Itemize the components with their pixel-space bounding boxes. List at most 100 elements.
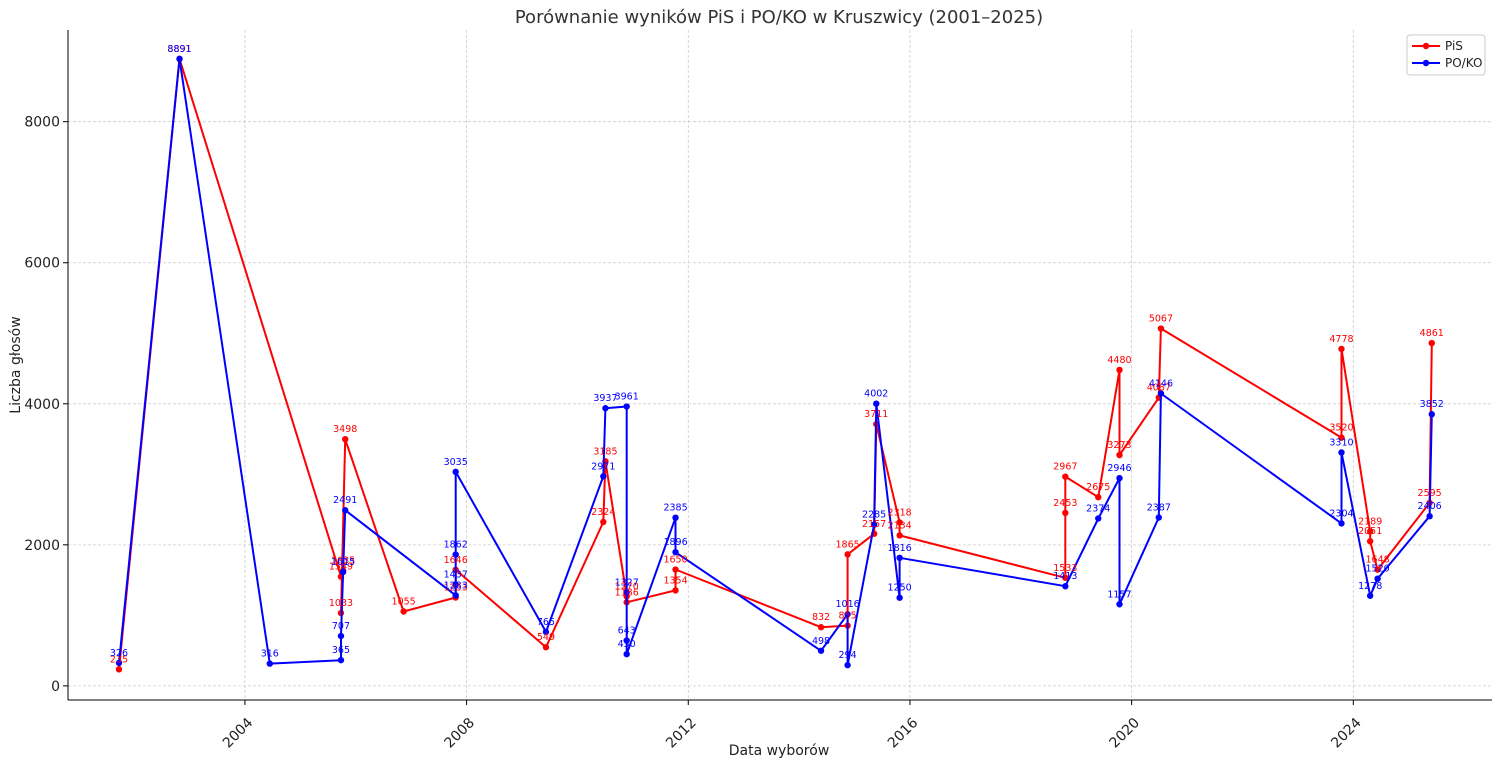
data-point-pis — [1366, 528, 1374, 535]
data-label-po-ko: 3852 — [1420, 399, 1444, 410]
data-point-po-ko — [1157, 390, 1165, 397]
data-point-po-ko — [602, 405, 609, 412]
data-point-po-ko — [1155, 514, 1162, 521]
data-point-po-ko — [1095, 515, 1102, 522]
data-point-pis — [115, 666, 123, 673]
data-point-po-ko — [337, 656, 345, 664]
data-label-po-ko: 498 — [812, 636, 830, 647]
data-label-po-ko: 2285 — [862, 510, 886, 521]
data-label-po-ko: 2406 — [1418, 501, 1442, 512]
data-point-po-ko — [896, 554, 903, 562]
data-label-pis: 2595 — [1418, 488, 1442, 499]
data-label-pis: 1635 — [331, 556, 355, 567]
data-point-po-ko — [452, 551, 459, 558]
legend-label-pis: PiS — [1445, 39, 1463, 53]
data-point-po-ko — [115, 659, 123, 667]
data-label-pis: 3185 — [593, 446, 617, 457]
data-label-po-ko: 1016 — [836, 599, 860, 610]
data-label-pis: 2453 — [1053, 498, 1077, 509]
data-label-pis: 2967 — [1053, 462, 1077, 473]
data-point-pis — [1062, 509, 1069, 517]
data-point-pis — [1116, 366, 1123, 374]
x-axis-title: Data wyborów — [729, 743, 830, 759]
data-point-pis — [1062, 574, 1069, 581]
data-label-po-ko: 8891 — [167, 44, 191, 55]
legend-marker-poko — [1422, 59, 1430, 67]
data-label-pis: 2189 — [1358, 517, 1382, 528]
data-point-pis — [1062, 473, 1069, 480]
data-label-pis: 1865 — [836, 539, 860, 550]
data-label-po-ko: 1283 — [444, 580, 468, 591]
data-point-pis — [542, 643, 550, 651]
data-label-po-ko: 3937 — [593, 393, 617, 404]
data-point-pis — [1338, 345, 1345, 353]
series-line-po-ko — [118, 57, 1433, 667]
data-point-po-ko — [266, 660, 274, 667]
data-label-pis: 832 — [812, 612, 830, 623]
data-label-pis: 5067 — [1149, 314, 1173, 325]
data-point-pis — [400, 608, 407, 615]
data-label-po-ko: 1157 — [1107, 589, 1131, 600]
data-label-po-ko: 2387 — [1147, 503, 1171, 514]
data-label-pis: 1253 — [444, 583, 468, 594]
data-label-po-ko: 643 — [618, 626, 636, 637]
data-point-pis — [896, 519, 903, 526]
data-label-po-ko: 2304 — [1329, 508, 1353, 519]
data-label-po-ko: 1278 — [1358, 581, 1382, 592]
data-label-pis: 1055 — [392, 596, 416, 607]
data-label-po-ko: 1437 — [444, 570, 468, 581]
data-point-pis — [672, 566, 679, 573]
data-point-po-ko — [672, 548, 679, 556]
data-label-po-ko: 1413 — [1053, 571, 1077, 582]
data-label-pis: 549 — [537, 632, 555, 643]
data-point-po-ko — [452, 581, 459, 588]
data-label-pis: 1186 — [615, 587, 639, 598]
data-label-po-ko: 1615 — [331, 557, 355, 568]
data-point-po-ko — [817, 647, 825, 654]
data-point-po-ko — [600, 473, 607, 480]
data-label-po-ko: 3961 — [615, 392, 639, 403]
data-label-po-ko: 365 — [332, 645, 350, 656]
data-label-po-ko: 2385 — [663, 503, 687, 514]
data-point-po-ko — [896, 594, 903, 601]
data-point-po-ko — [1374, 575, 1381, 582]
data-point-po-ko — [176, 55, 183, 63]
data-point-po-ko — [1366, 592, 1374, 599]
legend: PiS PO/KO — [1406, 34, 1486, 76]
data-point-po-ko — [342, 507, 349, 514]
data-point-pis — [672, 587, 679, 594]
data-label-pis: 4861 — [1420, 328, 1444, 339]
data-label-po-ko: 2491 — [333, 495, 357, 506]
y-axis-title: Liczba głosów — [8, 316, 24, 413]
data-label-po-ko: 326 — [110, 648, 128, 659]
data-label-pis: 3520 — [1329, 423, 1353, 434]
data-label-pis: 4480 — [1107, 355, 1131, 366]
data-label-pis: 1650 — [663, 555, 687, 566]
data-point-pis — [1157, 325, 1165, 332]
data-label-po-ko: 2946 — [1107, 463, 1131, 474]
data-label-pis: 1533 — [1053, 563, 1077, 574]
data-point-po-ko — [542, 628, 550, 636]
data-label-po-ko: 294 — [839, 650, 857, 661]
data-label-po-ko: 2971 — [591, 461, 615, 472]
x-tick-label: 2016 — [885, 715, 922, 752]
data-label-po-ko: 2374 — [1086, 503, 1110, 514]
data-label-pis: 2675 — [1086, 482, 1110, 493]
series-line-pis — [118, 57, 1433, 670]
data-point-pis — [1095, 494, 1102, 501]
x-tick-label: 2020 — [1107, 715, 1144, 752]
data-point-po-ko — [1116, 474, 1123, 482]
data-label-pis: 4778 — [1329, 334, 1353, 345]
data-label-po-ko: 3035 — [444, 457, 468, 468]
data-label-pis: 3711 — [864, 409, 888, 420]
data-point-po-ko — [623, 403, 630, 410]
data-label-pis: 2051 — [1358, 526, 1382, 537]
data-point-pis — [600, 518, 607, 526]
x-tick-label: 2012 — [663, 715, 700, 752]
data-label-pis: 1646 — [444, 555, 468, 566]
data-point-po-ko — [1338, 520, 1345, 527]
y-tick-label: 4000 — [24, 397, 60, 413]
data-point-po-ko — [672, 514, 679, 521]
